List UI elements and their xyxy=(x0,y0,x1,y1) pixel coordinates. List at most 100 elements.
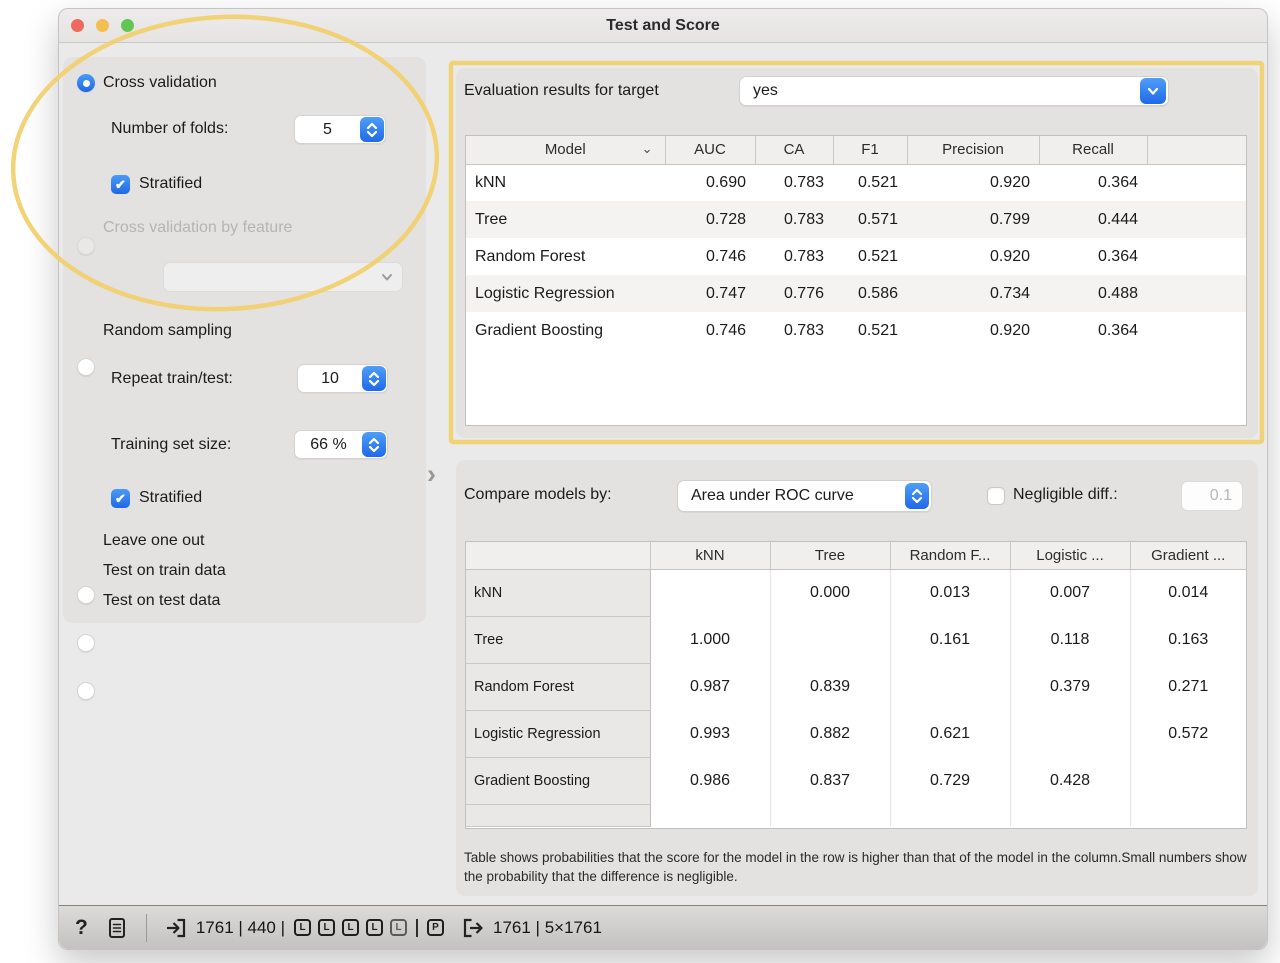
table-row[interactable]: Gradient Boosting 0.986 0.837 0.729 0.428 xyxy=(466,757,1246,805)
close-button[interactable] xyxy=(71,19,84,32)
compare-by-select[interactable]: Area under ROC curve xyxy=(677,480,932,512)
cross-validation-radio[interactable] xyxy=(77,74,95,92)
score-cell[interactable]: 0.690 xyxy=(705,173,746,191)
model-name-cell[interactable]: Gradient Boosting xyxy=(475,321,604,339)
report-icon[interactable] xyxy=(106,916,128,940)
column-header-logistic[interactable]: Logistic ... xyxy=(1010,542,1131,570)
column-header-knn[interactable]: kNN xyxy=(650,542,771,570)
probability-cell[interactable]: 0.014 xyxy=(1168,583,1209,601)
model-name-cell[interactable]: Logistic Regression xyxy=(466,710,651,758)
score-cell[interactable]: 0.799 xyxy=(907,201,1039,238)
probability-cell[interactable] xyxy=(1010,710,1131,757)
model-name-cell[interactable]: Random Forest xyxy=(466,663,651,711)
table-row[interactable]: Random Forest 0.746 0.783 0.521 0.920 0.364 xyxy=(466,238,1246,275)
score-cell[interactable]: 0.728 xyxy=(665,201,755,238)
probability-cell[interactable]: 0.837 xyxy=(770,757,891,804)
chevron-down-icon[interactable] xyxy=(1140,78,1166,104)
probability-cell[interactable]: 0.379 xyxy=(1010,663,1131,710)
column-header-tree[interactable]: Tree xyxy=(770,542,891,570)
train-size-stepper[interactable]: 66 % xyxy=(294,430,388,459)
table-row[interactable]: Logistic Regression 0.993 0.882 0.621 0.572 xyxy=(466,710,1246,758)
score-cell[interactable]: 0.747 xyxy=(665,275,755,312)
probability-cell[interactable]: 0.118 xyxy=(1010,616,1131,663)
column-header-gradient[interactable]: Gradient ... xyxy=(1130,542,1246,570)
probability-cell[interactable] xyxy=(890,663,1011,710)
stratified2-checkbox[interactable]: ✔ xyxy=(111,489,130,508)
probability-cell[interactable] xyxy=(770,616,891,663)
score-cell[interactable]: 0.783 xyxy=(783,247,824,265)
column-header-f1[interactable]: F1 xyxy=(833,136,908,165)
probability-cell[interactable]: 0.161 xyxy=(890,616,1011,663)
table-row[interactable]: Logistic Regression 0.747 0.776 0.586 0.734 0… xyxy=(466,275,1246,312)
table-row[interactable]: Tree 0.728 0.783 0.571 0.799 0.444 xyxy=(466,201,1246,238)
score-cell[interactable]: 0.521 xyxy=(857,173,898,191)
model-name-cell[interactable]: Random Forest xyxy=(475,247,586,265)
score-cell[interactable]: 0.444 xyxy=(1039,201,1147,238)
stepper-arrows-icon[interactable] xyxy=(362,366,386,391)
probability-cell[interactable]: 0.882 xyxy=(770,710,891,757)
test-on-train-radio[interactable] xyxy=(77,634,95,652)
test-on-test-radio[interactable] xyxy=(77,682,95,700)
model-name-cell[interactable]: kNN xyxy=(466,569,651,617)
cv-by-feature-radio[interactable] xyxy=(77,237,95,255)
probability-cell[interactable]: 0.986 xyxy=(650,757,771,804)
table-row[interactable]: Gradient Boosting 0.746 0.783 0.521 0.920 0.3… xyxy=(466,312,1246,349)
score-cell[interactable]: 0.783 xyxy=(755,201,833,238)
column-header-ca[interactable]: CA xyxy=(755,136,834,165)
model-name-cell[interactable]: Gradient Boosting xyxy=(466,757,651,805)
table-row[interactable]: kNN 0.690 0.783 0.521 0.920 0.364 xyxy=(466,164,1246,201)
score-cell[interactable]: 0.734 xyxy=(907,275,1039,312)
stepper-arrows-icon[interactable] xyxy=(362,432,386,457)
score-cell[interactable]: 0.783 xyxy=(783,173,824,191)
model-name-cell[interactable]: Tree xyxy=(466,616,651,664)
negligible-diff-input[interactable]: 0.1 xyxy=(1181,481,1243,511)
probability-cell[interactable]: 0.621 xyxy=(890,710,1011,757)
column-header-recall[interactable]: Recall xyxy=(1039,136,1148,165)
table-row[interactable]: kNN 0.000 0.013 0.007 0.014 xyxy=(466,569,1246,617)
folds-stepper[interactable]: 5 xyxy=(294,115,386,144)
table-row[interactable]: Tree 1.000 0.161 0.118 0.163 xyxy=(466,616,1246,664)
stepper-arrows-icon[interactable] xyxy=(905,483,929,509)
negligible-diff-checkbox[interactable] xyxy=(987,487,1005,505)
score-cell[interactable]: 0.364 xyxy=(1097,321,1138,339)
probability-cell[interactable]: 0.013 xyxy=(890,569,1011,616)
probability-cell[interactable]: 0.163 xyxy=(1168,630,1209,648)
stepper-arrows-icon[interactable] xyxy=(360,117,384,142)
score-cell[interactable]: 0.920 xyxy=(989,247,1030,265)
score-cell[interactable]: 0.364 xyxy=(1097,173,1138,191)
comparison-table[interactable]: kNN Tree Random F... Logistic ... Gradie… xyxy=(465,541,1247,829)
zoom-button[interactable] xyxy=(121,19,134,32)
score-cell[interactable]: 0.920 xyxy=(989,173,1030,191)
probability-cell[interactable]: 0.987 xyxy=(650,663,771,710)
score-cell[interactable]: 0.521 xyxy=(857,247,898,265)
probability-cell[interactable] xyxy=(650,569,771,616)
random-sampling-radio[interactable] xyxy=(77,358,95,376)
probability-cell[interactable]: 0.572 xyxy=(1168,724,1209,742)
probability-cell[interactable]: 0.993 xyxy=(650,710,771,757)
probability-cell[interactable]: 0.000 xyxy=(770,569,891,616)
score-cell[interactable]: 0.746 xyxy=(705,321,746,339)
probability-cell[interactable]: 0.729 xyxy=(890,757,1011,804)
probability-cell[interactable]: 0.007 xyxy=(1010,569,1131,616)
model-name-cell[interactable]: kNN xyxy=(475,173,507,191)
score-cell[interactable]: 0.521 xyxy=(857,321,898,339)
stratified-checkbox[interactable]: ✔ xyxy=(111,175,130,194)
score-cell[interactable]: 0.488 xyxy=(1039,275,1147,312)
model-name-cell[interactable]: Tree xyxy=(466,201,665,238)
splitter-expand-icon[interactable]: › xyxy=(427,459,436,489)
target-select[interactable]: yes xyxy=(739,76,1169,106)
column-header-model[interactable]: Model ⌄ xyxy=(466,136,666,165)
probability-cell[interactable]: 0.428 xyxy=(1010,757,1131,804)
title-bar[interactable]: Test and Score xyxy=(59,9,1267,43)
minimize-button[interactable] xyxy=(96,19,109,32)
model-name-cell[interactable]: Logistic Regression xyxy=(466,275,665,312)
score-cell[interactable]: 0.364 xyxy=(1097,247,1138,265)
probability-cell[interactable]: 0.271 xyxy=(1168,677,1209,695)
column-header-precision[interactable]: Precision xyxy=(907,136,1040,165)
table-row[interactable]: Random Forest 0.987 0.839 0.379 0.271 xyxy=(466,663,1246,711)
score-cell[interactable]: 0.571 xyxy=(833,201,907,238)
probability-cell[interactable] xyxy=(1130,757,1246,804)
score-cell[interactable]: 0.586 xyxy=(833,275,907,312)
score-cell[interactable]: 0.920 xyxy=(989,321,1030,339)
help-icon[interactable]: ? xyxy=(75,915,88,939)
